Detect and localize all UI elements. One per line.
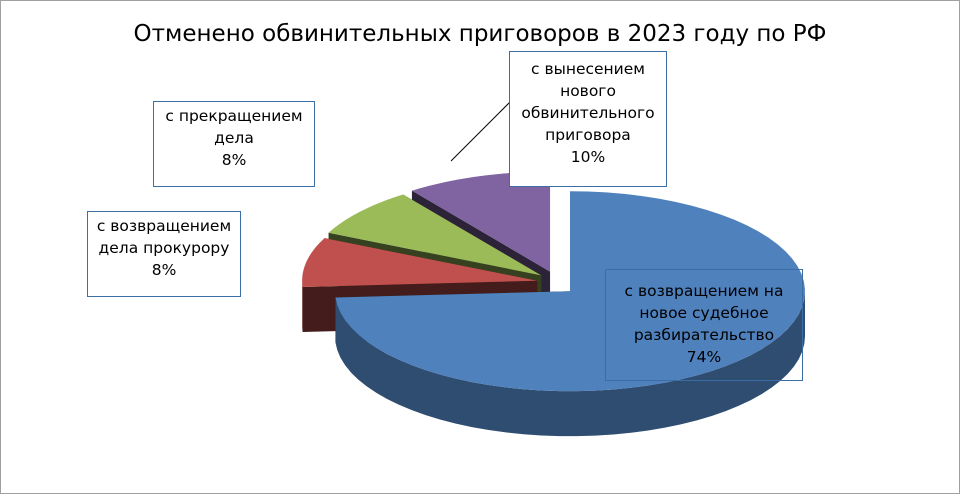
slice-label: с вынесением нового обвинительного приго… <box>521 60 655 144</box>
label-box: с возвращением дела прокурору 8% <box>87 211 241 297</box>
slice-group <box>335 191 805 437</box>
slice <box>328 194 542 276</box>
label-box: с вынесением нового обвинительного приго… <box>509 51 667 187</box>
value-label: 10% <box>570 148 606 166</box>
pie <box>302 171 805 437</box>
label-box: с возвращением на новое судебное разбира… <box>605 269 803 381</box>
chart-title: Отменено обвинительных приговоров в 2023… <box>133 21 827 47</box>
slice-label: с возвращением на новое судебное разбира… <box>624 282 784 344</box>
value-label: 74% <box>686 348 722 366</box>
label-box: с прекращением дела 8% <box>153 101 315 187</box>
slice-label: с возвращением дела прокурору <box>96 217 232 257</box>
leader-line <box>450 100 512 162</box>
value-label: 8% <box>221 151 247 169</box>
slice <box>335 191 805 392</box>
slice <box>302 238 538 288</box>
slice <box>411 171 551 272</box>
value-label: 8% <box>151 261 177 279</box>
slice-side <box>335 291 805 437</box>
slice-label: с прекращением дела <box>165 107 303 147</box>
